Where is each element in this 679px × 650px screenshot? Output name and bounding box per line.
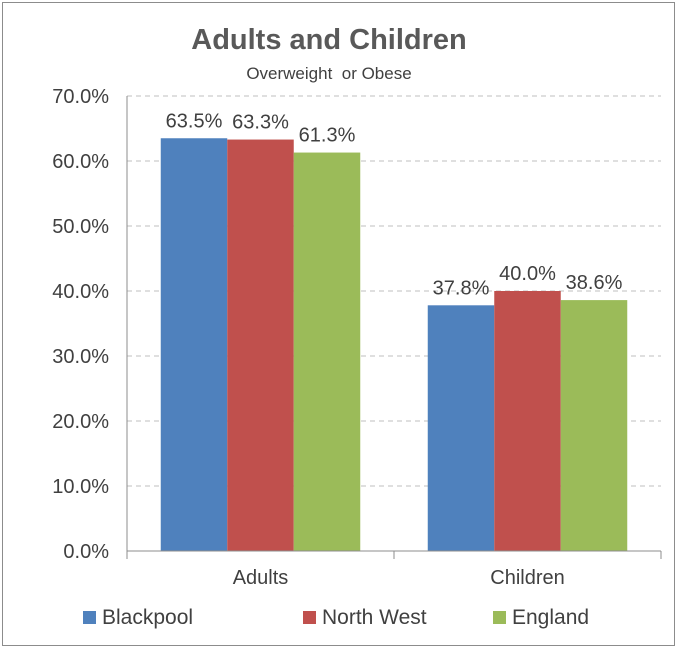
data-label: 63.5% bbox=[166, 110, 223, 132]
chart-title: Adults and Children bbox=[191, 24, 467, 56]
data-label: 37.8% bbox=[433, 277, 490, 299]
legend-label: England bbox=[512, 606, 589, 629]
legend-label: North West bbox=[322, 606, 427, 629]
bar bbox=[427, 305, 495, 551]
data-label: 61.3% bbox=[299, 125, 356, 147]
y-tick-label: 60.0% bbox=[52, 151, 109, 173]
bar bbox=[227, 139, 294, 552]
bar-chart: Adults and Children Overweight or Obese … bbox=[52, 24, 662, 629]
bar bbox=[293, 152, 361, 552]
y-tick-label: 50.0% bbox=[52, 216, 109, 238]
data-label: 40.0% bbox=[499, 263, 556, 285]
bars bbox=[160, 138, 628, 552]
data-label: 38.6% bbox=[566, 272, 623, 294]
legend-swatch bbox=[493, 611, 506, 624]
chart-subtitle: Overweight or Obese bbox=[246, 64, 411, 83]
bar bbox=[160, 138, 228, 551]
data-label: 63.3% bbox=[232, 112, 289, 134]
y-tick-label: 0.0% bbox=[63, 541, 109, 563]
bar bbox=[560, 300, 628, 551]
legend-label: Blackpool bbox=[102, 606, 193, 629]
x-tick-label: Adults bbox=[233, 567, 289, 589]
x-tick-label: Children bbox=[490, 567, 564, 589]
data-labels: 63.5% 63.3% 61.3% 37.8% 40.0% 38.6% bbox=[166, 110, 623, 299]
y-tick-label: 20.0% bbox=[52, 411, 109, 433]
y-tick-label: 40.0% bbox=[52, 281, 109, 303]
legend-swatch bbox=[303, 611, 316, 624]
legend: Blackpool North West England bbox=[83, 606, 589, 629]
y-tick-label: 10.0% bbox=[52, 476, 109, 498]
y-tick-label: 30.0% bbox=[52, 346, 109, 368]
bar bbox=[494, 291, 561, 551]
y-tick-label: 70.0% bbox=[52, 86, 109, 108]
axes: 0.0% 10.0% 20.0% 30.0% 40.0% 50.0% 60.0% 70.0% A… bbox=[52, 86, 662, 589]
legend-swatch bbox=[83, 611, 96, 624]
